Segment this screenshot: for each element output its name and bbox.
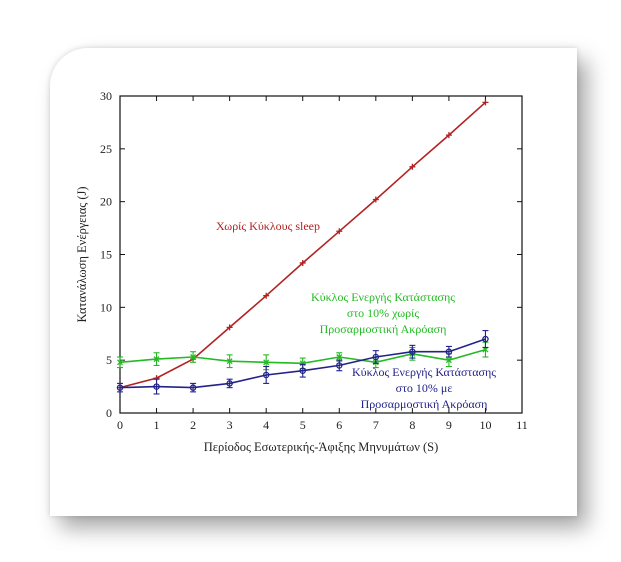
- error-bar: [445, 345, 452, 358]
- data-point: [336, 228, 343, 235]
- data-point: [445, 132, 452, 139]
- data-point: [226, 324, 233, 331]
- data-point: [263, 292, 270, 299]
- x-axis: 0 1 2 3 4 5 6 7 8 9 10 11: [117, 96, 528, 432]
- x-tick-label: 2: [190, 418, 196, 432]
- data-point: [409, 348, 416, 355]
- series-layer: [116, 99, 489, 395]
- x-tick-label: 11: [516, 418, 528, 432]
- data-point: [372, 196, 379, 203]
- data-point: [116, 384, 124, 391]
- series-2: [116, 330, 489, 395]
- y-tick-label: 15: [100, 248, 112, 262]
- data-point: [153, 383, 160, 390]
- annotations: Χωρίς Κύκλους sleep Κύκλος Ενεργής Κατάστ…: [216, 219, 496, 411]
- data-point: [445, 357, 452, 364]
- data-point: [409, 163, 416, 170]
- y-tick-label: 30: [100, 89, 112, 103]
- y-tick-label: 20: [100, 195, 112, 209]
- x-tick-label: 10: [479, 418, 491, 432]
- data-point: [153, 356, 160, 363]
- data-point: [263, 359, 270, 366]
- series-0: [117, 99, 489, 391]
- error-bar: [153, 378, 160, 395]
- error-bar: [336, 359, 343, 372]
- series-annotation: Χωρίς Κύκλους sleep: [216, 219, 320, 233]
- data-point: [299, 259, 306, 266]
- x-tick-label: 8: [409, 418, 415, 432]
- error-bar: [263, 365, 270, 384]
- y-axis-title: Κατανάλωση Ενέργειας (J): [75, 186, 89, 322]
- x-tick-label: 0: [117, 418, 123, 432]
- x-tick-label: 3: [227, 418, 233, 432]
- error-bar: [409, 344, 416, 359]
- data-point: [262, 371, 270, 379]
- y-tick-label: 0: [106, 406, 112, 420]
- x-tick-label: 4: [263, 418, 269, 432]
- data-point: [117, 359, 123, 366]
- x-tick-label: 6: [336, 418, 342, 432]
- y-axis: 0 5 10 15 20 25 30: [100, 89, 522, 420]
- data-point: [299, 360, 306, 367]
- data-point: [336, 354, 343, 360]
- x-tick-label: 1: [154, 418, 160, 432]
- data-point: [336, 362, 343, 369]
- x-tick-label: 9: [446, 418, 452, 432]
- error-bar: [299, 363, 306, 378]
- data-point: [226, 358, 233, 365]
- series-annotation: Κύκλος Ενεργής Κατάστασης στο 10% με Προσα…: [352, 365, 496, 411]
- data-point: [482, 99, 489, 106]
- y-tick-label: 5: [106, 353, 112, 367]
- error-bar: [372, 350, 379, 364]
- data-point: [189, 384, 197, 391]
- data-point: [482, 335, 489, 343]
- x-axis-title: Περίοδος Εσωτερικής-Άφιξης Μηνυμάτων (S): [204, 440, 439, 454]
- data-point: [226, 380, 233, 387]
- data-point: [372, 353, 380, 361]
- series-line: [119, 101, 487, 389]
- data-point: [445, 348, 453, 355]
- series-annotation: Κύκλος Ενεργής Κατάστασης στο 10% χωρίς Πρ…: [311, 290, 455, 336]
- data-point: [299, 367, 306, 374]
- y-tick-label: 25: [100, 142, 112, 156]
- x-tick-label: 5: [300, 418, 306, 432]
- data-point: [190, 354, 197, 360]
- error-bar: [482, 330, 489, 349]
- x-tick-label: 7: [373, 418, 379, 432]
- y-tick-label: 10: [100, 300, 112, 314]
- figure-frame: [50, 48, 577, 516]
